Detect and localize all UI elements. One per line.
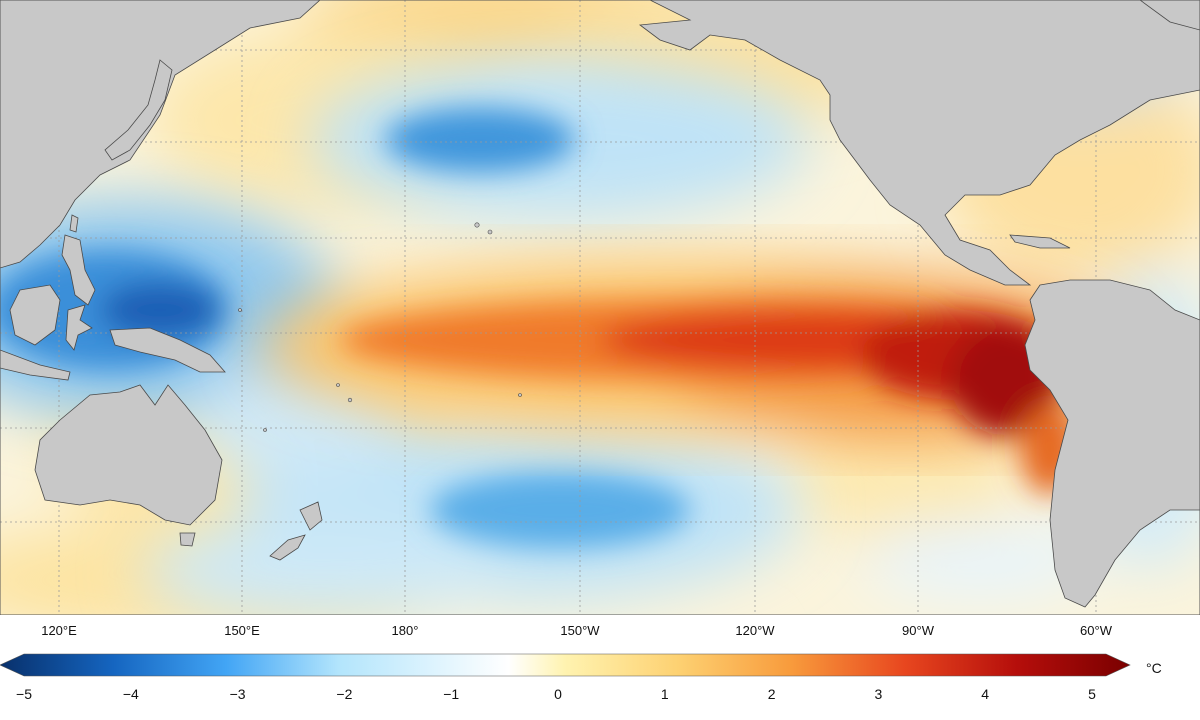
island xyxy=(238,308,242,312)
longitude-label: 90°W xyxy=(902,623,934,638)
longitude-label: 120°E xyxy=(41,623,77,638)
land-masses xyxy=(0,0,1200,608)
hawaii-island xyxy=(474,222,480,228)
colorbar-tick-label: −3 xyxy=(229,686,246,702)
island xyxy=(347,397,353,403)
australia-landmass xyxy=(34,384,223,526)
sulawesi-landmass xyxy=(65,304,93,351)
colorbar-tick-label: −1 xyxy=(443,686,460,702)
island xyxy=(263,428,267,432)
new-zealand-landmass xyxy=(269,501,323,561)
warm-anomaly-core xyxy=(340,300,1080,495)
longitude-label: 60°W xyxy=(1080,623,1112,638)
colorbar-bar xyxy=(0,653,1131,677)
tasmania-landmass xyxy=(179,532,196,547)
japan-landmass xyxy=(104,59,173,161)
colorbar-tick-label: 3 xyxy=(874,686,883,702)
longitude-label: 180° xyxy=(391,623,419,638)
greenland-landmass xyxy=(1139,0,1200,31)
new-guinea-landmass xyxy=(109,327,226,373)
colorbar-tick-label: −2 xyxy=(336,686,353,702)
colorbar-tick-label: −4 xyxy=(122,686,139,702)
south-america-landmass xyxy=(1024,279,1200,608)
colorbar-gradient xyxy=(0,653,1131,677)
island xyxy=(518,393,522,397)
colorbar-unit: °C xyxy=(1146,660,1162,676)
java-landmass xyxy=(0,349,71,381)
colorbar: °C −5 −4 −3 −2 −1 0 1 2 3 4 5 xyxy=(0,650,1200,720)
colorbar-tick-label: 1 xyxy=(660,686,669,702)
sea-surface-temperature-anomaly-map xyxy=(0,0,1200,615)
colorbar-tick-label: 5 xyxy=(1088,686,1096,702)
philippines-landmass xyxy=(61,234,96,306)
longitude-label: 120°W xyxy=(735,623,775,638)
colorbar-tick-label: 4 xyxy=(981,686,990,702)
longitude-label: 150°E xyxy=(224,623,260,638)
taiwan-landmass xyxy=(69,214,79,233)
borneo-landmass xyxy=(9,284,61,346)
colorbar-tick-label: 0 xyxy=(554,686,562,702)
colorbar-tick-label: −5 xyxy=(16,686,32,702)
longitude-axis: 120°E 150°E 180° 150°W 120°W 90°W 60°W xyxy=(0,615,1200,650)
hawaii-island xyxy=(487,229,493,235)
island xyxy=(336,383,340,387)
cuba-landmass xyxy=(1009,234,1071,249)
colorbar-tick-label: 2 xyxy=(767,686,776,702)
pacific-islands xyxy=(238,222,522,432)
north-america-landmass xyxy=(638,0,1200,286)
longitude-label: 150°W xyxy=(560,623,600,638)
asia-landmass xyxy=(0,0,321,269)
